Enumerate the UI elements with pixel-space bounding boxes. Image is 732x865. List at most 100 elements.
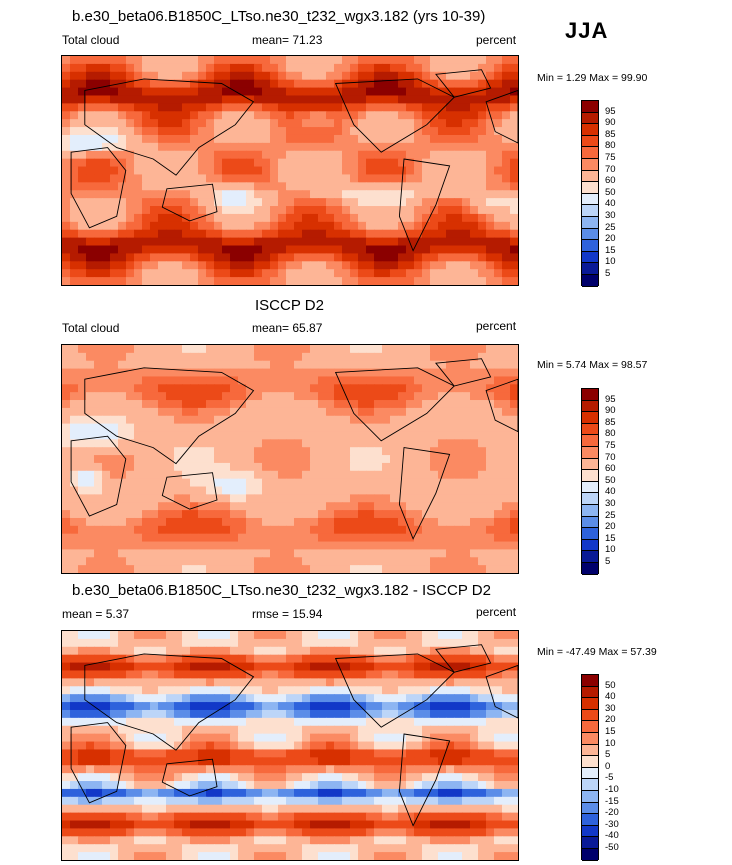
colorbar-segment (582, 779, 598, 791)
rmse-label: rmse = 15.94 (252, 607, 323, 621)
colorbar-tick-label: 15 (605, 726, 616, 737)
colorbar-segment (582, 217, 598, 229)
colorbar-tick-label: 60 (605, 175, 616, 187)
colorbar-segment (582, 814, 598, 826)
colorbar-segment (582, 539, 598, 552)
colorbar-tick-label: 10 (605, 737, 616, 749)
mean-label: mean= 71.23 (252, 33, 323, 47)
colorbar-segment (582, 709, 598, 722)
colorbar-segment (582, 400, 598, 413)
colorbar-segment (582, 193, 598, 206)
colorbar-segment (582, 563, 598, 575)
colorbar-segment (582, 101, 598, 113)
colorbar-segment (582, 240, 598, 252)
colorbar-tick-label: 50 (605, 474, 616, 486)
colorbar-segment (582, 112, 598, 125)
colorbar-tick-label: 85 (605, 416, 616, 428)
colorbar-segment (582, 170, 598, 183)
colorbar-tick-label: 95 (605, 393, 616, 405)
colorbar-segment (582, 275, 598, 287)
colorbar-tick-label: 80 (605, 140, 616, 152)
colorbar-tick-label: 30 (605, 498, 616, 509)
colorbar-segment (582, 686, 598, 699)
colorbar-tick-label: 25 (605, 221, 616, 233)
min-max-label: Min = 1.29 Max = 99.90 (537, 72, 648, 84)
colorbar-segment (582, 505, 598, 517)
colorbar-tick-label: 50 (605, 186, 616, 198)
map-model (61, 55, 519, 286)
colorbar-tick-label: 70 (605, 163, 616, 175)
colorbar-segment (582, 228, 598, 241)
panel-title: b.e30_beta06.B1850C_LTso.ne30_t232_wgx3.… (72, 582, 491, 599)
min-max-label: Min = 5.74 Max = 98.57 (537, 359, 648, 371)
panel-title: b.e30_beta06.B1850C_LTso.ne30_t232_wgx3.… (72, 8, 486, 25)
colorbar-tick-label: 25 (605, 509, 616, 521)
colorbar-segment (582, 837, 598, 849)
colorbar-tick-label: 90 (605, 117, 616, 129)
colorbar-segment (582, 159, 598, 171)
colorbar-segment (582, 767, 598, 780)
map-obs (61, 344, 519, 574)
colorbar-tick-label: 75 (605, 152, 616, 163)
colorbar-tick-label: 75 (605, 440, 616, 451)
colorbar-boxes (581, 388, 599, 575)
colorbar-segment (582, 205, 598, 217)
colorbar-tick-label: 0 (605, 760, 611, 772)
colorbar-tick-label: 5 (605, 749, 611, 761)
colorbar-segment (582, 698, 598, 710)
colorbar-tick-label: -30 (605, 818, 619, 830)
colorbar-tick-label: 30 (605, 210, 616, 221)
colorbar-boxes (581, 674, 599, 861)
colorbar-segment (582, 721, 598, 733)
colorbar-tick-label: 5 (605, 556, 611, 567)
map-diff (61, 630, 519, 861)
colorbar-segment (582, 481, 598, 494)
colorbar-segment (582, 825, 598, 838)
colorbar-tick-label: 60 (605, 463, 616, 475)
colorbar-segment (582, 675, 598, 687)
units-label: percent (476, 33, 517, 47)
colorbar-tick-label: 40 (605, 198, 616, 210)
colorbar-tick-label: -5 (605, 772, 614, 784)
colorbar-tick-label: 70 (605, 451, 616, 463)
colorbar-tick-label: -40 (605, 830, 619, 842)
variable-label: Total cloud (62, 33, 120, 47)
colorbar-segment (582, 528, 598, 540)
mean-label: mean = 5.37 (62, 607, 130, 621)
units-label: percent (476, 319, 517, 333)
colorbar-segment (582, 389, 598, 401)
colorbar-tick-label: 20 (605, 233, 616, 245)
colorbar-segment (582, 135, 598, 148)
units-label: percent (476, 605, 517, 619)
colorbar-segment (582, 458, 598, 471)
colorbar-tick-label: 90 (605, 405, 616, 417)
colorbar-tick-label: 40 (605, 486, 616, 498)
colorbar-tick-label: 20 (605, 714, 616, 726)
colorbar-segment (582, 802, 598, 815)
colorbar-segment (582, 744, 598, 757)
colorbar-segment (582, 516, 598, 529)
colorbar-segment (582, 412, 598, 424)
mean-label: mean= 65.87 (252, 321, 323, 335)
colorbar-segment (582, 791, 598, 803)
min-max-label: Min = -47.49 Max = 57.39 (537, 646, 657, 658)
panel-title: ISCCP D2 (255, 297, 324, 314)
colorbar-segment (582, 423, 598, 436)
colorbar-segment (582, 251, 598, 264)
colorbar-tick-label: 80 (605, 428, 616, 440)
season-label: JJA (565, 18, 609, 43)
colorbar-tick-label: 10 (605, 544, 616, 556)
colorbar-boxes (581, 100, 599, 287)
colorbar-segment (582, 493, 598, 505)
colorbar-tick-label: 30 (605, 702, 616, 714)
colorbar-segment (582, 733, 598, 745)
colorbar-segment (582, 470, 598, 482)
colorbar-segment (582, 182, 598, 194)
colorbar-segment (582, 756, 598, 768)
colorbar-segment (582, 849, 598, 861)
colorbar-tick-label: -15 (605, 795, 619, 807)
colorbar-segment (582, 435, 598, 447)
colorbar-tick-label: 85 (605, 128, 616, 140)
colorbar-segment (582, 147, 598, 159)
colorbar-tick-label: 5 (605, 268, 611, 279)
